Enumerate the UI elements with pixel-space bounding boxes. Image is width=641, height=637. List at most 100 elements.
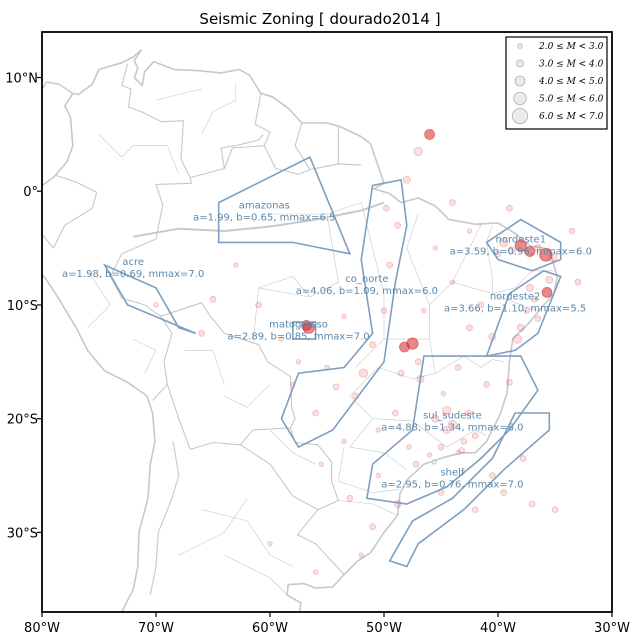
earthquake-marker xyxy=(460,437,468,445)
state-border xyxy=(412,420,487,448)
earthquake-marker xyxy=(442,425,451,434)
earthquake-marker xyxy=(471,506,479,514)
earthquake-marker xyxy=(267,541,273,547)
zone-name-label: matogrosso xyxy=(269,320,328,331)
earthquake-marker xyxy=(406,444,412,450)
earthquake-marker xyxy=(393,499,402,508)
zone-name-label: sul_sudeste xyxy=(423,411,482,422)
country-border xyxy=(294,122,311,170)
earthquake-marker xyxy=(528,500,536,508)
country-border xyxy=(190,145,265,179)
earthquake-marker xyxy=(424,128,436,140)
legend-marker xyxy=(511,107,529,125)
earthquake-marker xyxy=(369,341,377,349)
state-border xyxy=(486,225,493,294)
legend-marker xyxy=(516,59,525,68)
earthquake-marker xyxy=(394,221,402,229)
earthquake-marker xyxy=(505,378,513,386)
state-border xyxy=(326,202,385,368)
earthquake-marker xyxy=(531,295,538,303)
earthquake-marker xyxy=(533,244,542,253)
state-border xyxy=(184,350,225,385)
state-border xyxy=(87,270,111,328)
x-tick-label: 50°W xyxy=(366,621,402,636)
legend-label: 2.0 ≤ M < 3.0 xyxy=(538,42,604,52)
coastline-central-america xyxy=(42,81,74,94)
x-tick-label: 60°W xyxy=(252,621,288,636)
state-border xyxy=(435,355,504,374)
earthquake-marker xyxy=(375,427,381,433)
legend-marker xyxy=(513,91,527,106)
country-border xyxy=(166,384,291,450)
earthquake-marker xyxy=(516,323,525,332)
legend-label: 4.0 ≤ M < 5.0 xyxy=(538,77,604,87)
zone-name-label: nordeste1 xyxy=(496,234,547,245)
earthquake-marker xyxy=(382,204,390,212)
earthquake-marker xyxy=(198,329,206,337)
zone-name-label: shelf xyxy=(440,468,464,479)
legend-marker xyxy=(517,43,523,49)
country-border xyxy=(109,238,173,401)
latitude-ticks: 10°N 0° 10°S 20°S 30°S xyxy=(5,71,42,541)
legend-label: 3.0 ≤ M < 4.0 xyxy=(539,60,604,70)
y-tick-label: 10°S xyxy=(7,299,38,314)
earthquake-marker xyxy=(255,301,263,309)
earthquake-marker xyxy=(375,472,381,479)
earthquake-marker xyxy=(525,283,534,292)
coastline-west xyxy=(42,92,156,612)
state-border xyxy=(133,145,180,175)
zone-params-label: a=4.06, b=1.09, mmax=6.0 xyxy=(296,286,438,297)
zone-polygon xyxy=(388,412,551,568)
earthquake-marker xyxy=(209,295,217,303)
earthquake-marker xyxy=(448,199,456,207)
state-border xyxy=(98,134,134,158)
earthquake-marker xyxy=(442,406,452,416)
y-tick-label: 30°S xyxy=(7,526,38,541)
legend-marker xyxy=(514,75,526,87)
earthquake-marker xyxy=(454,364,462,371)
state-border xyxy=(252,287,310,345)
state-border xyxy=(155,88,202,101)
earthquake-marker xyxy=(426,452,433,458)
zone-polygon xyxy=(485,218,562,272)
y-tick-label: 0° xyxy=(23,185,38,200)
map-frame xyxy=(41,31,613,613)
legend-box xyxy=(505,36,608,130)
earthquake-marker xyxy=(568,227,576,235)
zone-name-label: acre xyxy=(122,257,144,268)
earthquake-marker xyxy=(437,443,445,451)
x-tick-label: 80°W xyxy=(24,621,60,636)
earthquake-marker xyxy=(477,301,485,309)
earthquake-marker xyxy=(440,390,446,397)
earthquake-marker xyxy=(447,419,458,430)
country-border xyxy=(254,93,362,175)
zone-params-label: a=1.99, b=0.65, mmax=6.5 xyxy=(193,212,335,223)
state-border xyxy=(429,219,482,306)
country-border xyxy=(149,441,180,596)
state-border xyxy=(349,418,407,471)
earthquake-marker xyxy=(295,359,302,365)
earthquake-marker xyxy=(541,286,553,298)
state-border xyxy=(269,429,316,465)
country-border xyxy=(220,134,264,169)
earthquake-events xyxy=(153,128,582,575)
y-tick-label: 20°S xyxy=(7,413,38,428)
zone-params-label: a=2.89, b=0.85, mmax=7.0 xyxy=(227,332,369,343)
state-border xyxy=(338,500,398,516)
state-border xyxy=(338,447,401,493)
zone-polygon xyxy=(292,321,317,340)
zone-params-label: a=3.66, b=1.10, mmax=5.5 xyxy=(444,303,586,314)
earthquake-marker xyxy=(391,409,399,417)
earthquake-marker xyxy=(278,336,285,342)
earthquake-marker xyxy=(412,460,420,468)
state-border xyxy=(492,293,540,311)
earthquake-marker xyxy=(153,302,159,308)
earthquake-marker xyxy=(519,455,527,462)
earthquake-marker xyxy=(466,228,473,234)
